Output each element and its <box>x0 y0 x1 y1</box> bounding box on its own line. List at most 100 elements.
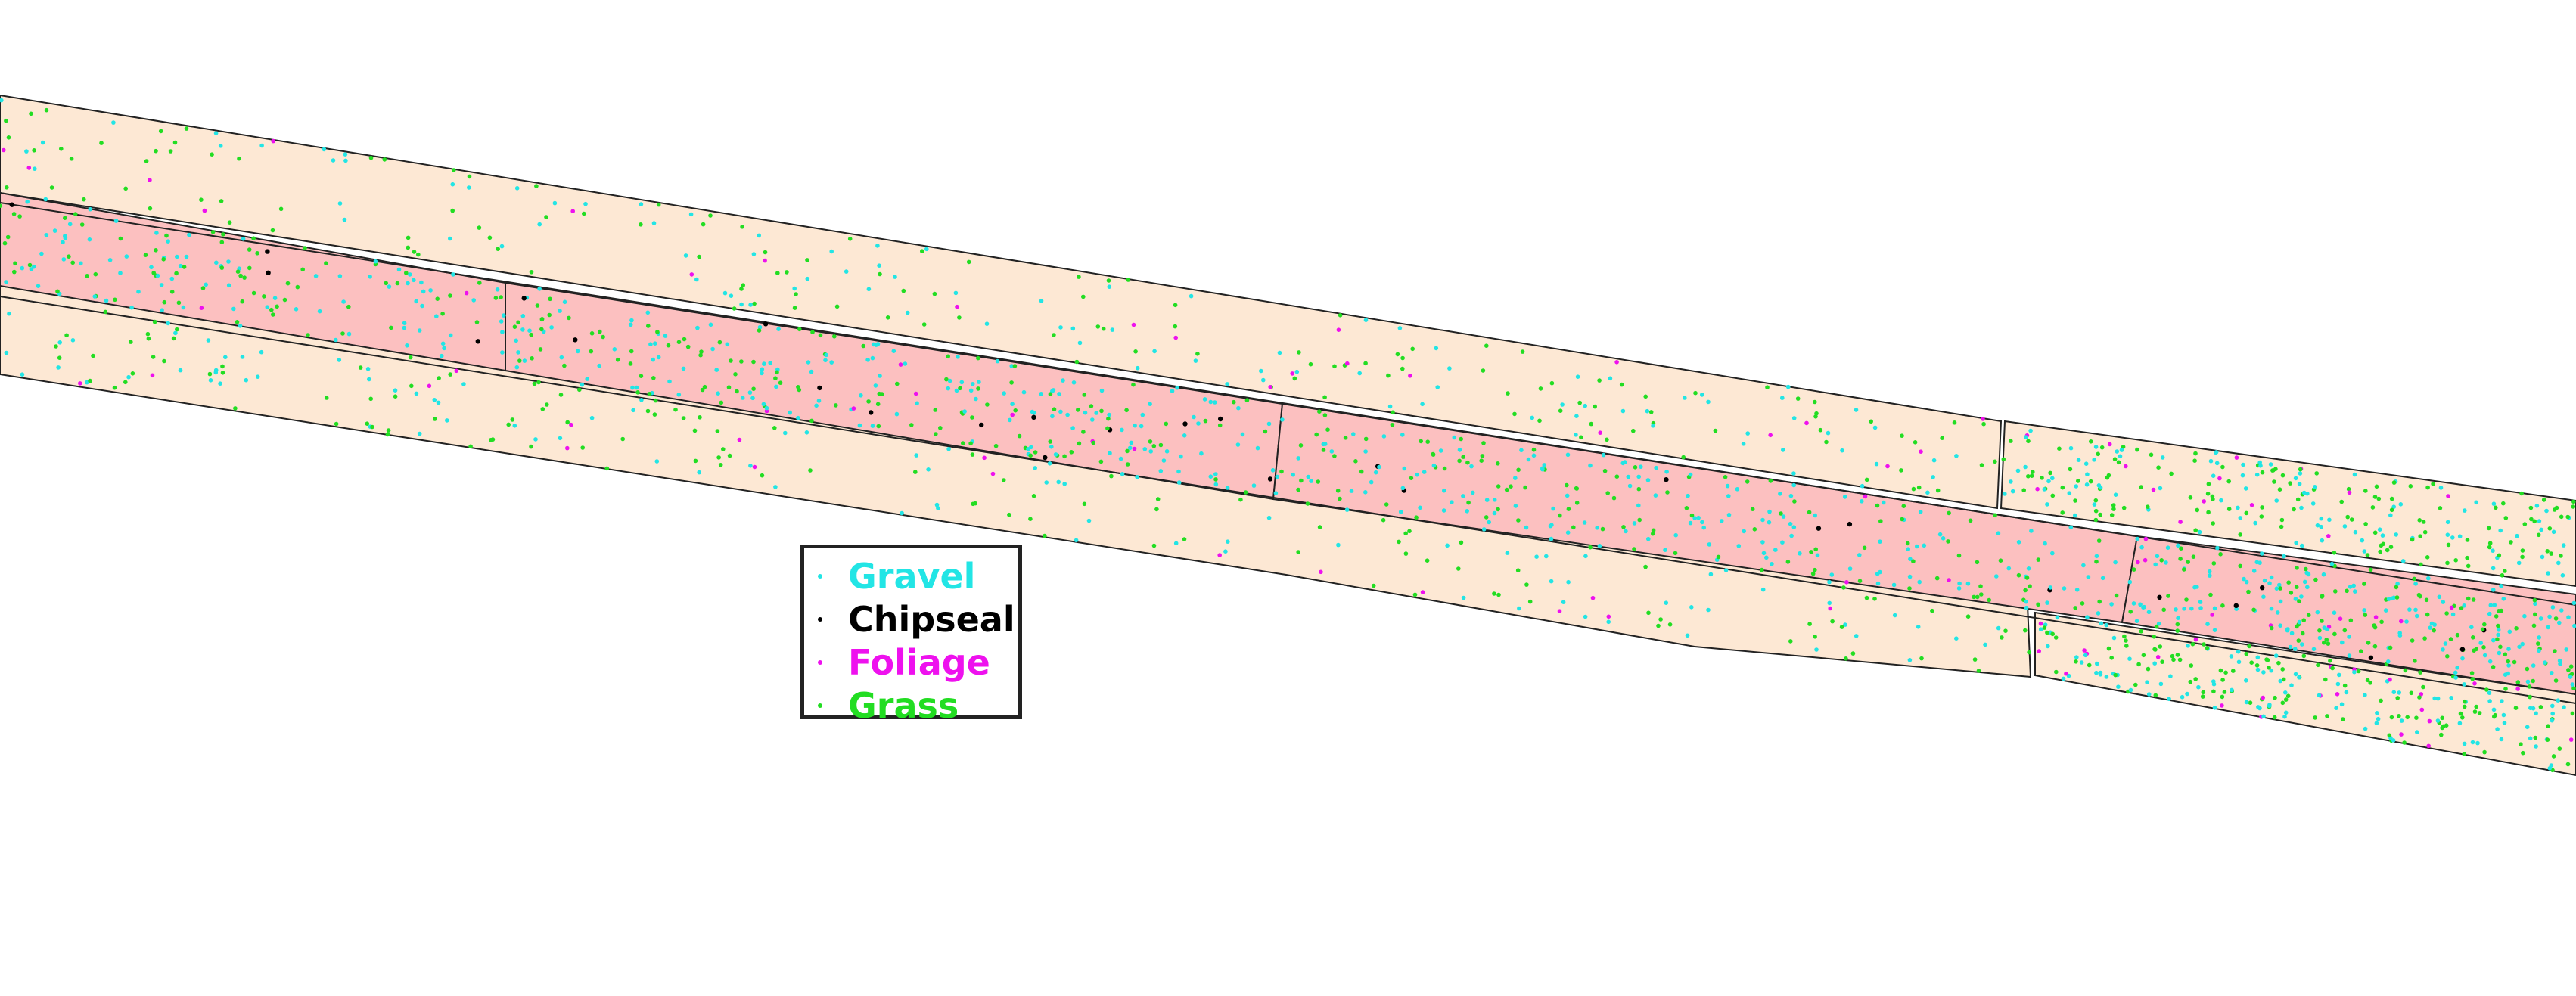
sample-point <box>199 197 204 203</box>
sample-point <box>2424 597 2429 603</box>
sample-point <box>1830 619 1835 624</box>
sample-point <box>2557 620 2562 625</box>
sample-point <box>1636 503 1641 508</box>
sample-point <box>1726 513 1732 517</box>
sample-point <box>2443 641 2448 646</box>
sample-point <box>1972 657 1978 662</box>
sample-point <box>1719 519 1724 523</box>
sample-point <box>1013 408 1018 413</box>
sample-point <box>654 459 660 464</box>
sample-point <box>2416 592 2422 597</box>
sample-point <box>885 315 890 320</box>
sample-point <box>722 290 728 296</box>
sample-point <box>2127 656 2132 661</box>
sample-point <box>805 276 810 281</box>
sample-point <box>487 235 493 240</box>
sample-point <box>2397 690 2401 695</box>
sample-point <box>719 400 724 405</box>
sample-point <box>2365 678 2370 683</box>
sample-point <box>1813 414 1818 419</box>
sample-point <box>1804 420 1809 426</box>
sample-point <box>1074 538 1079 543</box>
sample-point <box>1685 633 1690 638</box>
sample-point <box>562 299 567 305</box>
sample-point <box>52 228 57 233</box>
sample-point <box>1217 553 1222 557</box>
sample-point <box>2236 505 2240 510</box>
sample-point <box>2057 446 2062 451</box>
sample-point <box>639 374 644 379</box>
sample-point <box>1081 430 1086 434</box>
sample-point <box>2212 706 2217 710</box>
sample-point <box>2472 648 2476 653</box>
sample-point <box>1133 349 1138 354</box>
sample-point <box>408 355 413 360</box>
sample-point <box>2497 553 2502 558</box>
sample-point <box>2099 621 2104 626</box>
sample-point <box>2314 471 2319 476</box>
sample-point <box>2533 601 2537 607</box>
sample-point <box>2499 584 2503 588</box>
sample-point <box>1937 532 1943 537</box>
sample-point <box>1450 500 1454 504</box>
sample-point <box>219 240 225 245</box>
sample-point <box>1781 514 1786 519</box>
sample-point <box>2220 464 2225 470</box>
sample-point <box>99 141 104 145</box>
sample-point <box>558 436 563 441</box>
sample-point <box>346 331 352 337</box>
sample-point <box>43 197 48 202</box>
sample-point <box>1524 582 1529 587</box>
sample-point <box>337 274 343 278</box>
sample-point <box>1132 446 1137 451</box>
sample-point <box>1466 500 1471 505</box>
sample-point <box>2496 632 2500 638</box>
sample-point <box>237 156 241 161</box>
sample-point <box>33 166 37 171</box>
sample-point <box>2324 638 2329 642</box>
sample-point <box>1632 521 1637 526</box>
sample-point <box>689 272 694 277</box>
sample-point <box>809 418 814 424</box>
sample-point <box>2191 554 2196 559</box>
sample-point <box>1120 472 1125 476</box>
sample-point <box>2397 714 2401 718</box>
sample-point <box>2180 694 2185 700</box>
sample-point <box>55 289 60 294</box>
sample-point <box>1259 368 1263 374</box>
sample-point <box>432 398 437 402</box>
sample-point <box>2300 631 2305 636</box>
sample-point <box>562 363 567 368</box>
sample-point <box>921 322 927 327</box>
sample-point <box>1213 400 1217 405</box>
sample-point <box>406 245 411 250</box>
sample-point <box>1854 634 1859 638</box>
sample-point <box>1736 544 1742 548</box>
sample-point <box>847 237 853 241</box>
sample-point <box>1824 439 1829 445</box>
sample-point <box>920 249 924 254</box>
sample-point <box>1810 571 1816 576</box>
sample-point <box>1173 303 1178 308</box>
sample-point <box>1947 510 1951 516</box>
sample-point <box>2547 614 2552 619</box>
sample-point <box>1761 551 1767 556</box>
sample-point <box>2296 638 2301 643</box>
sample-point <box>2111 503 2116 507</box>
sample-point <box>168 149 173 154</box>
sample-point <box>2372 530 2378 535</box>
sample-point <box>1791 471 1796 476</box>
sample-point <box>663 334 668 338</box>
sample-point <box>1597 544 1602 548</box>
sample-point <box>1335 489 1341 493</box>
sample-point <box>334 421 339 427</box>
sample-point <box>2474 500 2478 505</box>
sample-point <box>182 265 187 269</box>
sample-point <box>2094 559 2099 564</box>
sample-point <box>1760 517 1765 523</box>
sample-point <box>2131 567 2136 572</box>
sample-point <box>652 412 657 417</box>
sample-point <box>1158 442 1164 448</box>
sample-point <box>604 466 610 471</box>
sample-point <box>313 274 319 278</box>
